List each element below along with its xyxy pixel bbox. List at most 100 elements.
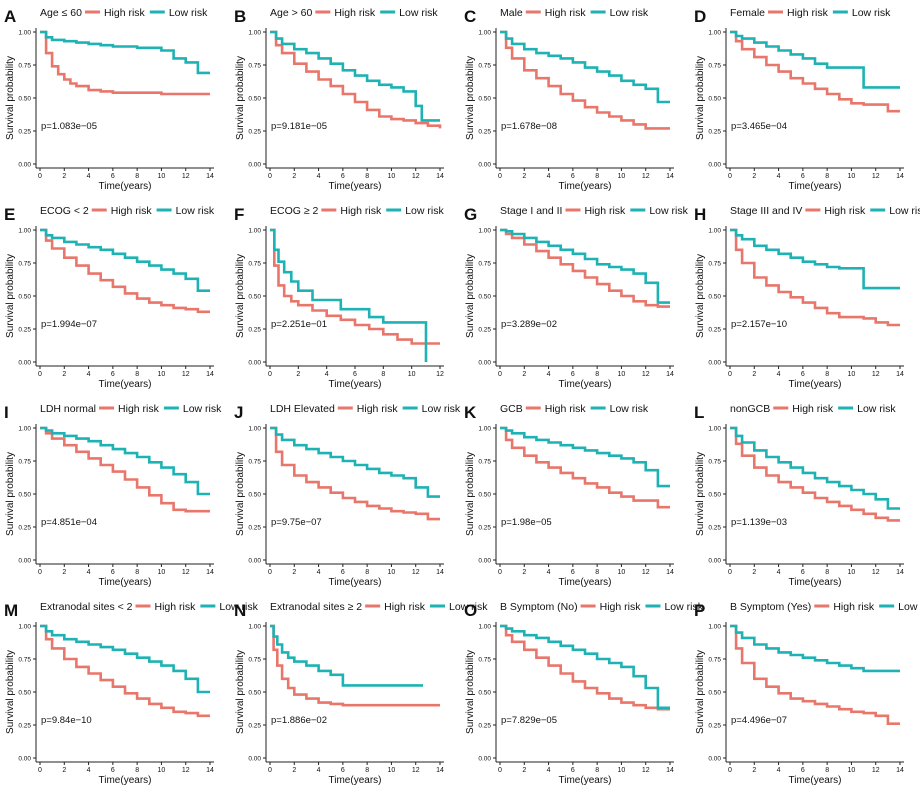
y-tick-label: 1.00 [708,426,721,433]
x-tick-label: 8 [825,173,829,180]
x-axis-title: Time(years) [789,775,842,786]
panel-letter: P [694,601,705,620]
y-tick-label: 0.75 [248,459,261,466]
legend: Age > 60 High risk Low risk [270,7,438,19]
legend: ECOG ≥ 2 High risk Low risk [270,205,444,217]
legend: B Symptom (No) High risk Low risk [500,601,704,613]
x-tick-label: 12 [182,569,190,576]
legend: LDH normal High risk Low risk [40,403,222,415]
y-tick-label: 0.25 [708,129,721,136]
panel-h: H Stage III and IV High risk Low risk 0.00 0.… [694,205,920,390]
x-tick-label: 10 [408,371,416,378]
y-tick-label: 0.50 [248,96,261,103]
legend: Stage I and II High risk Low risk [500,205,689,217]
x-tick-label: 10 [618,767,626,774]
series-high-risk [500,624,670,711]
series-low-risk [730,426,900,510]
x-tick-label: 12 [642,569,650,576]
x-tick-label: 10 [158,371,166,378]
series-high-risk [40,228,210,314]
y-tick-label: 0.00 [708,756,721,763]
y-tick-label: 0.00 [708,162,721,169]
legend-high-risk: High risk [787,7,829,19]
x-tick-label: 10 [618,173,626,180]
x-tick-label: 8 [595,569,599,576]
y-tick-label: 0.75 [18,459,31,466]
panel-letter: C [464,7,476,26]
y-tick-label: 0.75 [478,63,491,70]
legend-low-risk: Low risk [405,205,444,217]
x-tick-label: 0 [498,173,502,180]
series-high-risk [40,426,210,513]
x-axis-title: Time(years) [789,577,842,588]
y-tick-label: 1.00 [248,228,261,235]
legend-low-risk: Low risk [610,7,649,19]
series-high-risk [730,624,900,725]
x-tick-label: 4 [87,371,91,378]
x-tick-label: 14 [896,767,904,774]
x-tick-label: 12 [642,173,650,180]
y-tick-label: 0.50 [18,492,31,499]
x-tick-label: 14 [206,569,214,576]
x-tick-label: 14 [436,569,444,576]
panel-p: P B Symptom (Yes) High risk Low risk 0.00 0.2… [694,601,920,786]
x-tick-label: 14 [436,173,444,180]
x-axis-title: Time(years) [329,775,382,786]
y-tick-label: 1.00 [708,30,721,37]
panel-letter: D [694,7,706,26]
x-tick-label: 4 [777,569,781,576]
y-tick-label: 1.00 [248,624,261,631]
x-tick-label: 8 [595,767,599,774]
legend-high-risk: High risk [384,601,426,613]
legend-high-risk: High risk [155,601,197,613]
y-tick-label: 0.25 [478,327,491,334]
legend: Age ≤ 60 High risk Low risk [40,7,208,19]
legend-high-risk: High risk [545,403,587,415]
y-tick-label: 1.00 [478,426,491,433]
y-tick-label: 0.00 [248,360,261,367]
y-tick-label: 1.00 [478,30,491,37]
x-axis-title: Time(years) [789,379,842,390]
legend-low-risk: Low risk [169,7,208,19]
y-tick-label: 1.00 [18,624,31,631]
x-tick-label: 10 [848,371,856,378]
legend-high-risk: High risk [357,403,399,415]
x-tick-label: 4 [87,767,91,774]
panel-title: ECOG < 2 [40,205,89,217]
x-tick-label: 8 [825,569,829,576]
x-tick-label: 12 [182,767,190,774]
series-high-risk [500,228,670,308]
panel-title: B Symptom (Yes) [730,601,811,613]
y-tick-label: 1.00 [478,624,491,631]
p-value: p=7.829e−05 [501,715,557,726]
legend-high-risk: High risk [340,205,382,217]
y-tick-label: 0.25 [248,723,261,730]
y-tick-label: 0.00 [708,360,721,367]
y-tick-label: 0.75 [248,657,261,664]
panel-g: G Stage I and II High risk Low risk 0.00 0.25… [464,205,689,390]
panel-title: LDH Elevated [270,403,335,415]
x-tick-label: 14 [666,569,674,576]
legend-low-risk: Low risk [898,601,920,613]
y-tick-label: 0.00 [478,162,491,169]
p-value: p=3.465e−04 [731,121,787,132]
y-tick-label: 0.50 [18,294,31,301]
x-tick-label: 8 [135,569,139,576]
series-high-risk [500,30,670,130]
p-value: p=9.75e−07 [271,517,322,528]
x-tick-label: 8 [825,767,829,774]
x-tick-label: 0 [728,767,732,774]
x-axis-title: Time(years) [559,577,612,588]
y-tick-label: 0.75 [478,261,491,268]
panel-title: Stage III and IV [730,205,802,217]
series-high-risk [270,426,440,521]
y-tick-label: 1.00 [18,30,31,37]
p-value: p=9.84e−10 [41,715,92,726]
y-tick-label: 1.00 [708,624,721,631]
x-tick-label: 14 [206,767,214,774]
y-tick-label: 0.25 [248,129,261,136]
y-tick-label: 0.00 [248,162,261,169]
p-value: p=9.181e−05 [271,121,327,132]
legend-low-risk: Low risk [399,7,438,19]
series-low-risk [270,624,423,687]
